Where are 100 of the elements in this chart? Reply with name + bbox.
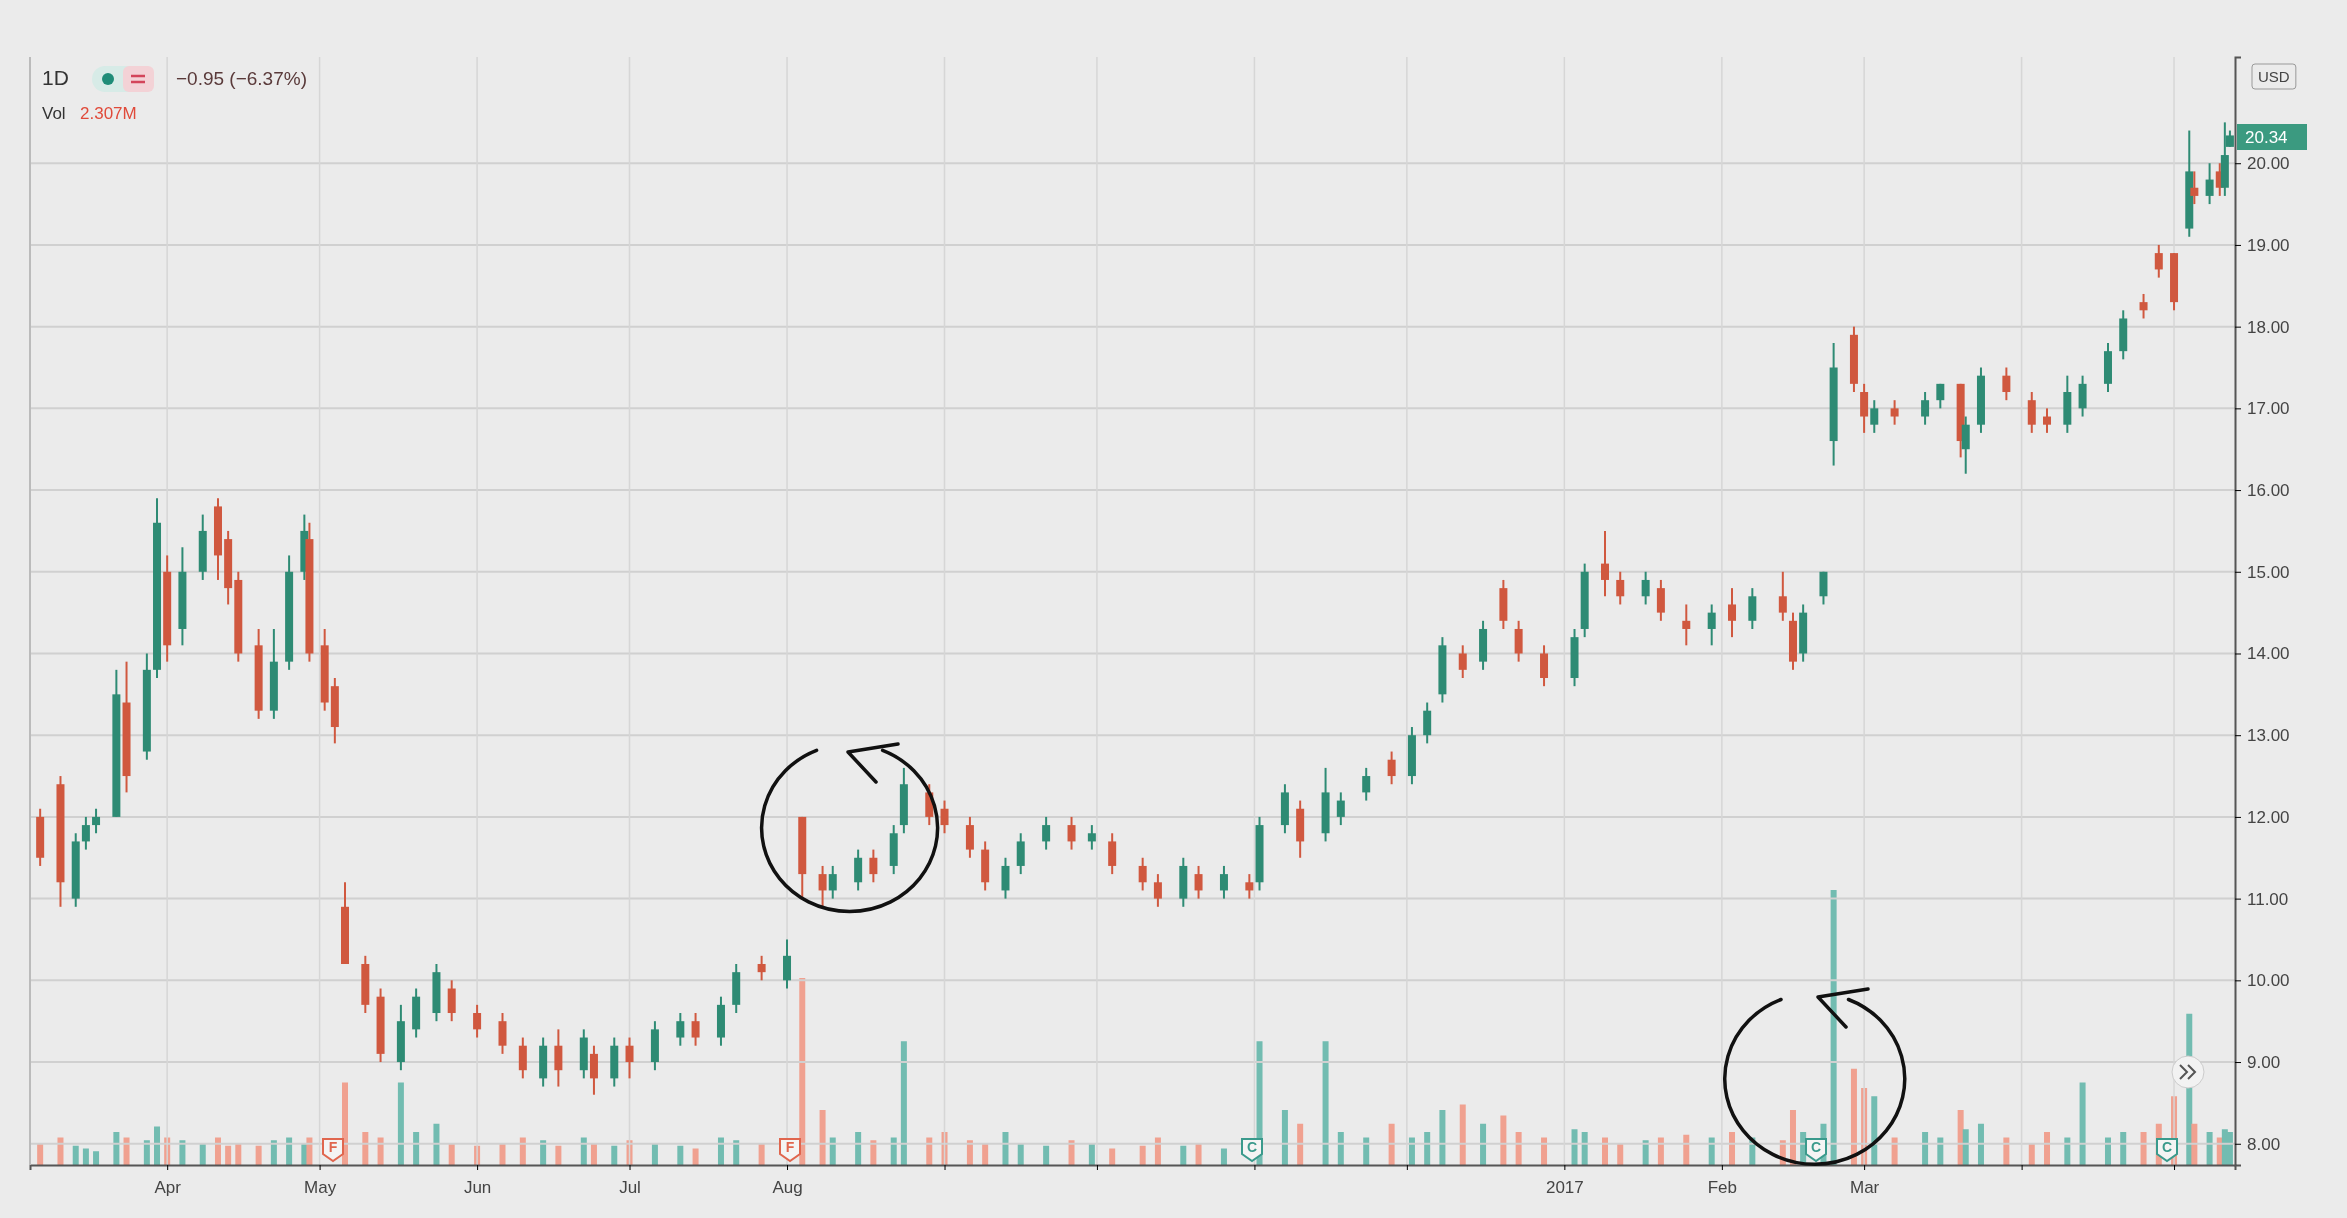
bar <box>1729 1132 1736 1165</box>
x-tick-label: Jun <box>463 1178 492 1198</box>
bar <box>1922 1132 1929 1165</box>
bar <box>1043 1145 1050 1165</box>
bar <box>1068 1140 1075 1165</box>
candlestick <box>1921 391 1930 426</box>
bar <box>72 1145 79 1165</box>
bar <box>1363 1137 1370 1165</box>
bar <box>651 1143 658 1165</box>
candlestick <box>92 807 101 835</box>
candlestick <box>940 799 949 835</box>
bar <box>966 1140 973 1165</box>
x-tick-label: Mar <box>1849 1178 1880 1198</box>
bar <box>2003 1137 2010 1165</box>
bar <box>1937 1137 1944 1165</box>
bar <box>113 1132 120 1165</box>
bar <box>1830 890 1837 1165</box>
bar <box>1109 1148 1116 1165</box>
bar <box>717 1137 724 1165</box>
candlestick <box>1728 587 1737 639</box>
candlestick <box>757 954 766 982</box>
bar <box>1220 1148 1227 1165</box>
bar <box>1388 1123 1395 1165</box>
bar <box>982 1143 989 1165</box>
bar <box>1515 1132 1522 1165</box>
y-tick-label: 18.00 <box>2247 317 2290 337</box>
bar <box>2206 1132 2213 1165</box>
bar <box>1408 1137 1415 1165</box>
x-tick-label: Apr <box>154 1178 182 1198</box>
bar <box>57 1137 64 1165</box>
candlestick <box>1067 815 1076 851</box>
bar <box>1571 1129 1578 1165</box>
candlestick <box>1936 382 1945 410</box>
bar <box>855 1132 862 1165</box>
bar <box>2226 1132 2233 1165</box>
bar <box>555 1145 562 1165</box>
candlestick <box>1890 399 1899 426</box>
candlestick <box>1336 791 1345 827</box>
y-tick-label: 16.00 <box>2247 481 2290 501</box>
bar <box>1541 1137 1548 1165</box>
candlestick <box>2002 366 2011 402</box>
bar <box>611 1145 618 1165</box>
chart-title: 1D <box>42 66 69 89</box>
bar <box>519 1137 526 1165</box>
bar <box>362 1132 369 1165</box>
annotation: C <box>1246 1139 1258 1155</box>
bar <box>342 1082 348 1165</box>
bar <box>286 1137 293 1165</box>
bar <box>1322 1041 1329 1165</box>
candlestick <box>1707 603 1716 647</box>
annotation: 2.307M <box>80 104 137 123</box>
bar <box>1581 1132 1588 1165</box>
bar <box>692 1148 699 1165</box>
y-tick-label: 17.00 <box>2247 399 2290 419</box>
candlestick <box>1194 864 1203 900</box>
bar <box>1871 1096 1878 1165</box>
bar <box>1424 1132 1431 1165</box>
candlestick <box>1219 864 1228 900</box>
candlestick <box>2205 162 2214 206</box>
y-tick-label: 9.00 <box>2247 1052 2281 1072</box>
y-tick-label: 14.00 <box>2247 644 2290 664</box>
bar <box>1088 1143 1095 1165</box>
bar <box>1977 1123 1984 1165</box>
bar <box>2120 1132 2127 1165</box>
bar <box>758 1143 765 1165</box>
bar <box>1891 1137 1898 1165</box>
y-tick-label: 20.00 <box>2247 154 2290 174</box>
bar <box>733 1140 740 1165</box>
candlestick <box>1153 873 1162 908</box>
bar <box>540 1140 547 1165</box>
bar <box>1297 1123 1304 1165</box>
bar <box>1017 1143 1024 1165</box>
candlestick <box>473 1003 482 1039</box>
bar <box>1708 1137 1715 1165</box>
bar <box>2191 1123 2198 1165</box>
candlestick <box>1682 603 1691 647</box>
bar <box>829 1137 836 1165</box>
bar <box>1500 1115 1507 1165</box>
bar <box>1459 1104 1466 1165</box>
candlestick <box>1387 750 1396 786</box>
candlestick <box>2139 292 2148 320</box>
bar <box>377 1137 384 1165</box>
candlestick <box>1601 529 1609 598</box>
y-tick-label: 8.00 <box>2247 1134 2281 1154</box>
candlestick <box>81 815 90 851</box>
bar <box>2044 1132 2051 1165</box>
x-tick-label: Jul <box>619 1178 641 1198</box>
bar <box>1480 1123 1487 1165</box>
candlestick <box>2190 170 2199 206</box>
bar <box>819 1110 826 1165</box>
bar <box>123 1137 130 1165</box>
candlestick <box>2154 243 2163 279</box>
bar <box>900 1041 907 1165</box>
bar <box>1617 1143 1624 1165</box>
candlestick <box>1870 399 1879 434</box>
bar <box>1139 1145 1146 1165</box>
annotation: Vol <box>42 104 66 123</box>
bar <box>590 1143 597 1165</box>
candlestick <box>1245 873 1254 900</box>
bar <box>1195 1143 1202 1165</box>
